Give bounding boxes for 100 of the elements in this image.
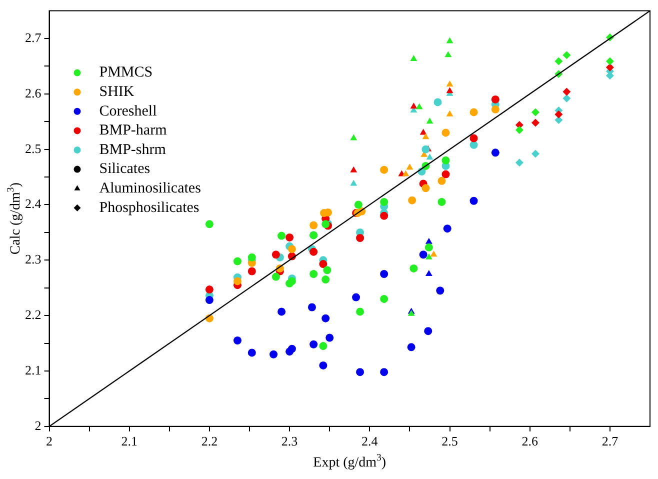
x-tick-label: 2.4 — [362, 434, 378, 449]
point — [430, 250, 438, 257]
point — [438, 176, 446, 185]
point — [425, 238, 432, 244]
point — [310, 248, 318, 256]
x-tick-label: 2 — [46, 434, 52, 449]
point — [446, 110, 454, 116]
point — [442, 156, 450, 164]
point — [310, 270, 318, 278]
point — [470, 196, 478, 205]
point — [356, 234, 364, 242]
point — [319, 342, 328, 350]
point — [205, 220, 214, 228]
point — [606, 57, 614, 66]
legend-label: Aluminosilicates — [99, 180, 202, 197]
point — [446, 80, 454, 86]
legend-label: SHIK — [99, 84, 134, 100]
point — [278, 232, 286, 240]
legend-label: BMP-harm — [99, 122, 168, 139]
point — [380, 270, 388, 278]
point — [443, 224, 452, 233]
point — [446, 37, 454, 44]
point — [350, 166, 358, 172]
point — [422, 133, 430, 140]
point — [531, 118, 540, 127]
x-tick-label: 2.3 — [281, 434, 298, 449]
point — [442, 170, 450, 178]
point — [410, 264, 418, 272]
point — [434, 98, 442, 106]
point — [444, 51, 452, 58]
point — [554, 57, 563, 66]
point — [380, 212, 388, 220]
point — [350, 180, 358, 186]
point — [278, 308, 286, 316]
point — [205, 286, 214, 294]
point — [356, 368, 364, 376]
y-tick-label: 2.6 — [25, 85, 42, 100]
point — [425, 270, 432, 276]
point — [356, 308, 364, 316]
point — [515, 126, 524, 134]
point — [352, 293, 360, 302]
point — [288, 344, 296, 353]
point — [402, 170, 410, 176]
x-tick-label: 2.5 — [442, 434, 458, 449]
point — [233, 257, 242, 266]
point — [380, 166, 388, 174]
point — [515, 158, 524, 167]
point — [425, 253, 432, 260]
x-tick-label: 2.6 — [522, 434, 538, 449]
legend-label: Silicates — [99, 161, 150, 178]
point — [410, 102, 418, 109]
point — [562, 88, 571, 96]
point — [319, 260, 328, 268]
point — [319, 361, 328, 370]
x-tick-label: 2.2 — [201, 434, 218, 449]
point — [422, 184, 430, 192]
y-axis-title: Calc (g/dm3) — [6, 182, 24, 255]
y-tick-label: 2.4 — [25, 196, 42, 212]
point — [406, 164, 414, 170]
point — [416, 103, 423, 110]
point — [436, 286, 444, 295]
point — [354, 200, 362, 209]
point — [288, 245, 296, 254]
point — [272, 272, 280, 281]
point — [446, 87, 454, 94]
point — [407, 343, 416, 352]
point — [270, 350, 278, 358]
point — [424, 243, 433, 252]
point — [531, 150, 540, 158]
point — [606, 63, 614, 72]
point — [470, 134, 478, 142]
point — [233, 277, 242, 286]
point — [408, 196, 416, 204]
point — [248, 253, 256, 262]
point — [442, 128, 450, 137]
point — [248, 267, 256, 276]
y-tick-label: 2.1 — [25, 362, 42, 378]
point — [323, 266, 332, 274]
point — [308, 303, 316, 312]
point — [205, 296, 214, 304]
point — [350, 134, 358, 140]
point — [554, 110, 563, 118]
point — [422, 145, 430, 154]
point — [470, 140, 478, 149]
x-tick-label: 2.7 — [602, 434, 619, 449]
point — [410, 55, 418, 62]
point — [380, 368, 388, 376]
point — [326, 334, 334, 342]
point — [272, 250, 280, 259]
point — [491, 105, 500, 114]
point — [380, 294, 388, 303]
point — [380, 198, 388, 206]
point — [438, 198, 446, 206]
legend-label: Coreshell — [99, 103, 157, 120]
point — [322, 314, 330, 322]
point — [562, 94, 571, 102]
point — [531, 108, 540, 116]
point — [322, 276, 330, 284]
legend-label: Phosphosilicates — [99, 200, 200, 216]
point — [310, 340, 318, 348]
